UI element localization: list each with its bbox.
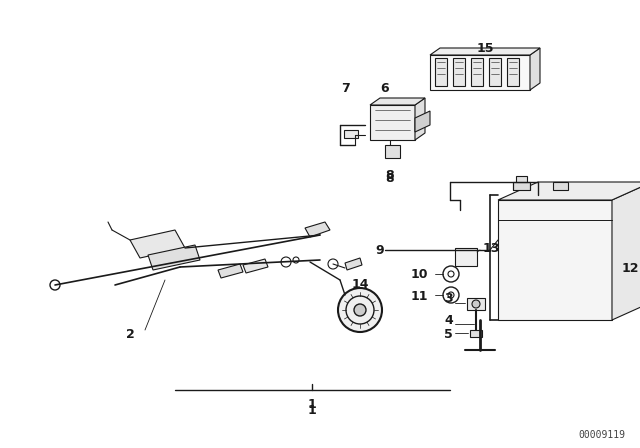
Bar	[471, 58, 483, 86]
Bar	[453, 58, 465, 86]
Text: 5: 5	[444, 328, 453, 341]
Text: 8: 8	[386, 172, 394, 185]
Polygon shape	[243, 259, 268, 273]
Polygon shape	[345, 258, 362, 270]
Polygon shape	[430, 55, 530, 90]
Text: 3: 3	[444, 292, 453, 305]
Polygon shape	[513, 182, 530, 190]
Text: 2: 2	[125, 328, 134, 341]
Text: 8: 8	[386, 168, 394, 181]
Bar	[467, 298, 485, 310]
Text: 15: 15	[476, 42, 493, 55]
Polygon shape	[148, 245, 200, 270]
Text: 1: 1	[308, 399, 316, 412]
Text: 12: 12	[621, 262, 639, 275]
Text: 7: 7	[340, 82, 349, 95]
Text: 4: 4	[444, 314, 453, 327]
Text: 14: 14	[351, 279, 369, 292]
Bar	[470, 330, 482, 337]
Polygon shape	[370, 105, 415, 140]
Text: 13: 13	[483, 241, 500, 254]
Polygon shape	[305, 222, 330, 237]
Bar	[507, 58, 519, 86]
Text: 9: 9	[376, 244, 384, 257]
Bar	[489, 58, 501, 86]
Polygon shape	[430, 48, 540, 55]
Bar	[455, 248, 477, 266]
Bar	[344, 130, 358, 138]
Polygon shape	[218, 264, 243, 278]
Polygon shape	[553, 182, 568, 190]
Polygon shape	[516, 176, 527, 182]
Text: 11: 11	[410, 289, 428, 302]
Bar	[435, 58, 447, 86]
Text: 1: 1	[308, 404, 316, 417]
Text: 6: 6	[381, 82, 389, 95]
Text: 10: 10	[410, 268, 428, 281]
Polygon shape	[498, 200, 612, 320]
Polygon shape	[415, 98, 425, 140]
Polygon shape	[530, 48, 540, 90]
Text: 00009119: 00009119	[578, 430, 625, 440]
Polygon shape	[612, 182, 640, 320]
Polygon shape	[385, 145, 400, 158]
Polygon shape	[498, 182, 640, 200]
Circle shape	[338, 288, 382, 332]
Circle shape	[472, 300, 480, 308]
Circle shape	[354, 304, 366, 316]
Polygon shape	[415, 111, 430, 132]
Polygon shape	[130, 230, 185, 258]
Polygon shape	[370, 98, 425, 105]
